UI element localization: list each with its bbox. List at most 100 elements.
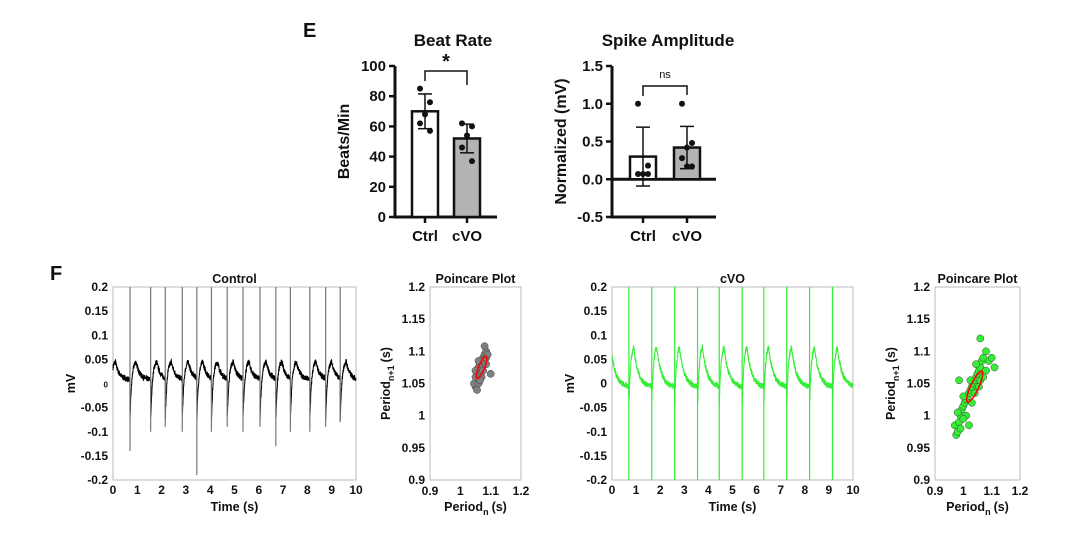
data-point: [965, 421, 973, 430]
y-tick-label: -0.05: [580, 401, 608, 415]
y-tick-label: 1.1: [913, 344, 930, 358]
y-axis-label: mV: [563, 373, 577, 393]
y-axis-label: Periodn+1 (s): [379, 347, 396, 420]
y-tick-label: 1.1: [408, 344, 425, 358]
data-point: [469, 123, 475, 130]
data-point: [987, 353, 996, 362]
data-point: [679, 155, 685, 162]
data-point: [635, 170, 641, 177]
data-point: [459, 144, 465, 151]
y-tick-label: 100: [361, 58, 386, 75]
y-tick-label: 0.9: [913, 473, 930, 487]
data-point: [645, 162, 651, 169]
y-axis-label: Normalized (mV): [553, 78, 570, 204]
y-tick-label: 0.2: [590, 280, 607, 294]
x-tick-label: Ctrl: [412, 228, 438, 245]
y-tick-label: 0.1: [590, 328, 607, 342]
data-point: [464, 132, 470, 139]
y-tick-label: 1: [418, 409, 425, 423]
x-tick-label: 5: [729, 483, 736, 497]
y-tick-label: 1.15: [402, 312, 426, 326]
x-axis-label: Time (s): [211, 500, 259, 514]
x-tick-label: 6: [753, 483, 760, 497]
x-tick-label: 6: [255, 483, 262, 497]
data-point: [417, 120, 423, 127]
plot-frame: [112, 286, 357, 481]
y-axis-label-unit: (s): [884, 347, 898, 362]
x-tick-label: 1.1: [983, 484, 1000, 498]
x-tick-label: 10: [349, 483, 363, 497]
x-tick-label: 3: [681, 483, 688, 497]
plot-frame: [934, 286, 1021, 481]
chart-title: Poincare Plot: [938, 272, 1019, 286]
y-tick-label: 0.5: [582, 134, 603, 151]
y-axis-label: Periodn+1 (s): [884, 347, 901, 420]
data-point: [689, 140, 695, 147]
x-tick-label: 3: [183, 483, 190, 497]
chart-title: Spike Amplitude: [602, 31, 735, 50]
y-tick-label: -0.15: [580, 449, 608, 463]
y-tick-label: -0.1: [586, 425, 607, 439]
y-tick-label: 0: [104, 381, 109, 390]
data-point: [459, 120, 465, 127]
y-tick-label: 1: [923, 409, 930, 423]
x-axis-label-subscript: n: [483, 507, 489, 517]
y-tick-label: -0.1: [87, 425, 108, 439]
x-axis-label: Time (s): [709, 500, 757, 514]
y-tick-label: 1.0: [582, 96, 603, 113]
x-tick-label: 9: [328, 483, 335, 497]
beat-rate-chart: Beat Rate Beats/Min 0 20 40 60 80 100 Ctrl cVO *: [336, 31, 497, 245]
x-axis-label-unit: (s): [492, 500, 507, 514]
chart-title: Beat Rate: [414, 31, 492, 50]
data-point: [972, 360, 980, 369]
panel-label-e: E: [303, 20, 316, 42]
y-axis-label: mV: [64, 373, 78, 393]
data-point: [955, 376, 963, 385]
y-tick-label: 0.2: [91, 280, 108, 294]
y-tick-label: 0.05: [584, 352, 608, 366]
y-axis-label-subscript: n+1: [891, 365, 901, 381]
y-tick-label: 0.1: [91, 328, 108, 342]
data-point: [959, 415, 968, 423]
data-point: [417, 85, 423, 92]
x-tick-label: 5: [231, 483, 238, 497]
x-axis-label: Periodn (s): [444, 500, 507, 517]
data-point: [422, 111, 428, 118]
cvo-trace-chart: cVO 0 1 2 3 4 5 6 7 8 9 10 -0.2 -0.15 -0.1 -0.05 0 0.05 0.…: [563, 272, 860, 514]
control-trace-chart: Control 0 1 2 3 4 5 6 7 8 9 10 -0.2 -0.15 -0.1 -0.05 0 0.…: [64, 272, 363, 514]
data-point: [635, 100, 641, 107]
x-axis-label: Periodn (s): [946, 500, 1009, 517]
y-tick-label: 1.05: [907, 377, 931, 391]
y-axis-label: Beats/Min: [336, 104, 353, 180]
x-tick-label: 1: [457, 484, 464, 498]
y-tick-label: 1.05: [402, 377, 426, 391]
panel-label-f: F: [50, 263, 62, 285]
data-point: [990, 363, 999, 372]
data-point: [427, 127, 433, 134]
chart-title: cVO: [720, 272, 745, 286]
data-point: [645, 170, 651, 177]
y-tick-label: -0.05: [81, 401, 109, 415]
data-point: [480, 342, 489, 351]
spike-amplitude-chart: Spike Amplitude Normalized (mV) -0.5 0.0 0.5…: [553, 31, 734, 245]
y-tick-label: 0: [600, 377, 607, 391]
cvo-poincare-plot: Poincare Plot 0.9 1 1.1 1.2 0.9 0.95 1 1.05 1.1 1.…: [884, 272, 1029, 517]
data-point: [640, 170, 646, 177]
control-poincare-plot: Poincare Plot 0.9 1 1.1 1.2 0.9 0.95 1 1.05 1.1 1.…: [379, 272, 530, 517]
data-point: [684, 144, 690, 151]
signal-trace: [112, 357, 357, 425]
x-tick-label: cVO: [452, 228, 482, 245]
x-tick-label: 8: [801, 483, 808, 497]
chart-title: Poincare Plot: [436, 272, 517, 286]
chart-title: Control: [212, 272, 256, 286]
data-point: [689, 163, 695, 170]
x-tick-label: 8: [304, 483, 311, 497]
x-tick-label: 1.1: [482, 484, 499, 498]
x-tick-label: 10: [846, 483, 860, 497]
x-tick-label: Ctrl: [630, 228, 656, 245]
x-tick-label: 7: [280, 483, 287, 497]
sd-ellipse: [965, 370, 984, 404]
significance-label: ns: [659, 69, 671, 81]
y-tick-label: -0.15: [81, 449, 109, 463]
